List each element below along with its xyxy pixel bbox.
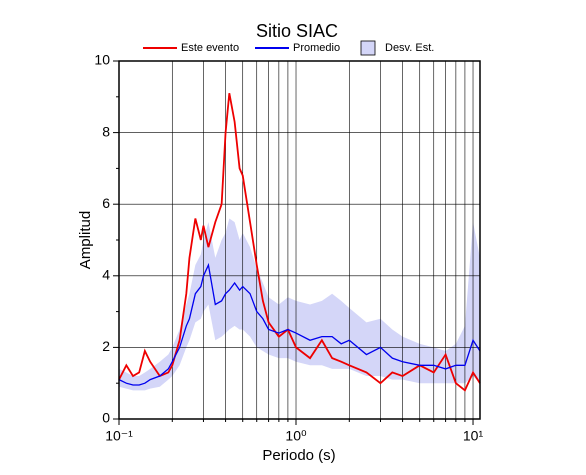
x-tick-label: 10¹ — [463, 428, 484, 444]
y-tick-label: 6 — [102, 195, 110, 211]
series-line — [118, 93, 481, 392]
legend-label: Este evento — [181, 42, 239, 54]
y-tick-label: 2 — [102, 338, 110, 354]
x-tick-label: 10⁰ — [285, 428, 307, 444]
y-axis-label: Amplitud — [77, 211, 94, 269]
series-line — [118, 262, 481, 386]
chart-title: Sitio SIAC — [256, 21, 338, 41]
y-tick-label: 0 — [102, 410, 110, 426]
legend-label: Desv. Est. — [385, 42, 434, 54]
x-tick-label: 10⁻¹ — [105, 428, 133, 444]
y-tick-label: 8 — [102, 123, 110, 139]
legend-swatch — [360, 40, 376, 56]
legend-label: Promedio — [293, 42, 340, 54]
y-tick-label: 10 — [94, 52, 110, 68]
y-tick-label: 4 — [102, 267, 110, 283]
x-axis-label: Periodo (s) — [262, 447, 335, 464]
